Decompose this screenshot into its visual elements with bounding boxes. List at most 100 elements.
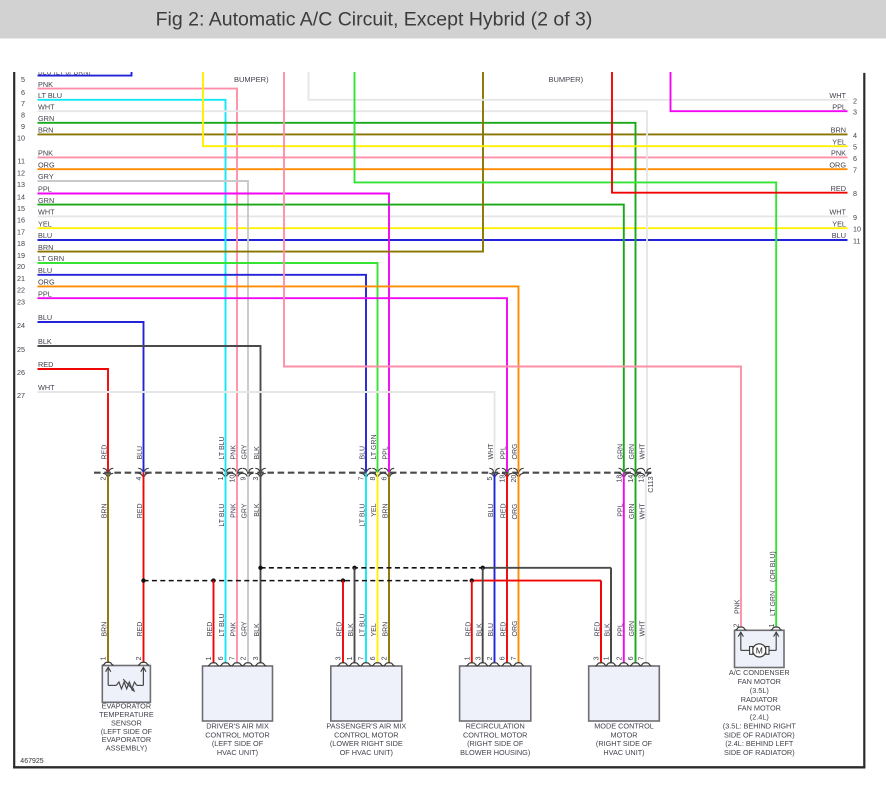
svg-text:BLU: BLU [360, 446, 367, 460]
svg-text:(LEFT SIDE OF: (LEFT SIDE OF [101, 727, 153, 736]
svg-text:14: 14 [628, 475, 635, 483]
svg-text:RED: RED [501, 622, 508, 637]
svg-text:1: 1 [347, 656, 354, 660]
svg-text:GRN: GRN [38, 114, 54, 123]
svg-text:CONTROL MOTOR: CONTROL MOTOR [205, 730, 269, 739]
svg-text:RED: RED [831, 184, 846, 193]
svg-text:(LOWER RIGHT SIDE: (LOWER RIGHT SIDE [330, 739, 403, 748]
svg-text:(2.4L): (2.4L) [750, 713, 769, 722]
svg-text:SIDE OF RADIATOR): SIDE OF RADIATOR) [724, 748, 795, 757]
svg-text:(LEFT SIDE OF: (LEFT SIDE OF [212, 739, 264, 748]
svg-text:BLK: BLK [605, 623, 612, 637]
svg-text:RED: RED [38, 360, 53, 369]
svg-text:6: 6 [628, 656, 635, 660]
svg-text:2: 2 [487, 656, 494, 660]
svg-text:9: 9 [21, 122, 25, 131]
svg-text:2: 2 [101, 477, 108, 481]
svg-text:467925: 467925 [20, 758, 43, 765]
svg-text:BLK: BLK [254, 623, 261, 637]
svg-text:27: 27 [17, 391, 25, 400]
svg-text:2: 2 [136, 656, 143, 660]
svg-text:24: 24 [17, 321, 25, 330]
svg-text:7: 7 [230, 656, 237, 660]
svg-text:10: 10 [853, 225, 861, 234]
svg-text:PNK: PNK [38, 149, 53, 158]
svg-text:3: 3 [253, 656, 260, 660]
svg-text:BLOWER HOUSING): BLOWER HOUSING) [460, 748, 530, 757]
svg-text:LT BLU: LT BLU [219, 436, 226, 459]
svg-text:BLU: BLU [137, 446, 144, 460]
svg-text:7: 7 [853, 166, 857, 175]
svg-text:18: 18 [616, 475, 623, 483]
svg-text:4: 4 [853, 131, 857, 140]
svg-text:10: 10 [17, 134, 25, 143]
svg-text:6: 6 [853, 154, 857, 163]
svg-text:WHT: WHT [829, 208, 846, 217]
svg-text:BRN: BRN [102, 622, 109, 637]
svg-text:18: 18 [17, 239, 25, 248]
svg-text:PPL: PPL [617, 623, 624, 636]
svg-text:EVAPORATOR: EVAPORATOR [102, 735, 151, 744]
svg-text:BLK: BLK [254, 503, 261, 517]
svg-text:YEL: YEL [38, 219, 52, 228]
svg-text:(RIGHT SIDE OF: (RIGHT SIDE OF [596, 739, 653, 748]
svg-text:BRN: BRN [38, 243, 53, 252]
svg-text:BLK: BLK [476, 623, 483, 637]
svg-text:HVAC UNIT): HVAC UNIT) [217, 748, 258, 757]
svg-text:2: 2 [616, 656, 623, 660]
svg-text:21: 21 [17, 274, 25, 283]
svg-text:8: 8 [853, 189, 857, 198]
svg-text:PPL: PPL [617, 503, 624, 516]
svg-text:ORG: ORG [38, 278, 55, 287]
svg-text:SENSOR: SENSOR [111, 718, 142, 727]
svg-text:GRN: GRN [629, 504, 636, 520]
svg-text:3: 3 [594, 656, 601, 660]
svg-text:PNK: PNK [231, 622, 238, 637]
svg-text:YEL: YEL [832, 137, 846, 146]
svg-text:Fig 2: Automatic A/C Circuit,: Fig 2: Automatic A/C Circuit, Except Hyb… [156, 9, 593, 31]
svg-text:HVAC UNIT): HVAC UNIT) [603, 748, 644, 757]
svg-text:6: 6 [218, 656, 225, 660]
svg-text:BLU: BLU [38, 313, 52, 322]
svg-text:BLU: BLU [488, 623, 495, 637]
svg-text:M: M [756, 645, 763, 655]
svg-text:6: 6 [370, 656, 377, 660]
svg-text:WHT: WHT [829, 91, 846, 100]
svg-text:RECIRCULATION: RECIRCULATION [466, 722, 525, 731]
svg-text:BUMPER): BUMPER) [234, 75, 269, 84]
svg-text:CONTROL MOTOR: CONTROL MOTOR [463, 730, 527, 739]
svg-text:(RIGHT SIDE OF: (RIGHT SIDE OF [467, 739, 524, 748]
svg-text:GRN: GRN [38, 196, 54, 205]
svg-text:EVAPORATOR: EVAPORATOR [102, 702, 151, 711]
svg-text:3: 3 [253, 477, 260, 481]
svg-text:PNK: PNK [734, 599, 741, 614]
svg-text:GRN: GRN [629, 444, 636, 460]
svg-text:1: 1 [218, 477, 225, 481]
svg-text:2: 2 [733, 624, 740, 628]
svg-text:BLU: BLU [38, 266, 52, 275]
svg-text:RED: RED [595, 622, 602, 637]
svg-text:BRN: BRN [831, 126, 846, 135]
svg-text:ASSEMBLY): ASSEMBLY) [106, 743, 147, 752]
svg-text:19: 19 [500, 475, 507, 483]
svg-text:17: 17 [17, 227, 25, 236]
svg-text:4: 4 [136, 477, 143, 481]
svg-text:ORG: ORG [829, 160, 846, 169]
svg-text:FAN MOTOR: FAN MOTOR [738, 704, 781, 713]
svg-text:RED: RED [137, 504, 144, 519]
svg-text:CONTROL MOTOR: CONTROL MOTOR [334, 730, 398, 739]
svg-text:BLU (LT or BRN): BLU (LT or BRN) [38, 70, 91, 77]
svg-text:PASSENGER'S AIR MIX: PASSENGER'S AIR MIX [326, 722, 406, 731]
svg-text:RED: RED [465, 622, 472, 637]
svg-text:BLK: BLK [348, 623, 355, 637]
svg-text:PPL: PPL [38, 289, 52, 298]
svg-text:5: 5 [21, 75, 25, 84]
svg-text:MODE CONTROL: MODE CONTROL [594, 722, 654, 731]
svg-text:YEL: YEL [371, 623, 378, 636]
svg-text:GRY: GRY [242, 621, 249, 636]
svg-text:6: 6 [500, 656, 507, 660]
svg-text:7: 7 [359, 477, 366, 481]
svg-text:20: 20 [17, 262, 25, 271]
svg-text:PNK: PNK [38, 80, 53, 89]
svg-text:3: 3 [853, 108, 857, 117]
